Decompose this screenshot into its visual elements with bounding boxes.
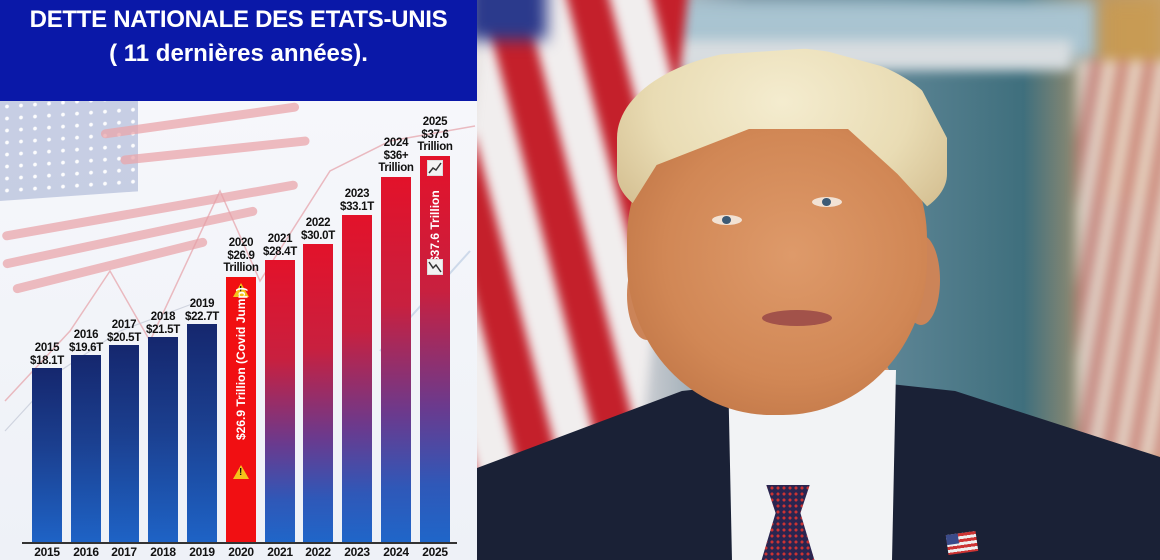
x-axis-line [22,542,457,544]
flag-canton-blur [477,0,547,40]
bar-label-2024: 2024 $36+ Trillion [378,137,414,174]
debt-chart-panel: DETTE NATIONALE DES ETATS-UNIS ( 11 dern… [0,0,477,560]
bar-2016 [71,355,101,543]
portrait-photo [477,0,1160,560]
bar-2019 [187,324,217,543]
bar-label-2019: 2019 $22.7T [184,298,219,323]
bar-label-2016: 2016 $19.6T [68,329,103,354]
eye-left [712,215,742,225]
x-tick-2017: 2017 [111,545,137,559]
bar-label-2023: 2023 $33.1T [339,188,374,213]
bar-label-2015: 2015 $18.1T [29,342,64,367]
bar-label-2022: 2022 $30.0T [300,217,335,242]
bar-label-2025: 2025 $37.6 Trillion [417,116,453,153]
trend-down-icon [427,259,443,275]
x-tick-2016: 2016 [73,545,99,559]
chart-header: DETTE NATIONALE DES ETATS-UNIS ( 11 dern… [0,0,477,101]
x-tick-2025: 2025 [422,545,448,559]
x-tick-2024: 2024 [383,545,409,559]
bar-2021 [265,260,295,543]
bar-label-2018: 2018 $21.5T [145,311,180,336]
x-tick-2020: 2020 [228,545,254,559]
bar-2017 [109,345,139,543]
bar-2018 [148,337,178,543]
eye-right [812,197,842,207]
x-tick-2023: 2023 [344,545,370,559]
bar-label-2017: 2017 $20.5T [106,319,141,344]
bar-2025 [420,156,450,543]
bar-2024 [381,177,411,543]
chart-subtitle: ( 11 dernières années). [109,40,368,67]
bar-2015 [32,368,62,543]
warning-icon: ! [233,465,249,479]
chart-title: DETTE NATIONALE DES ETATS-UNIS [29,6,448,33]
x-tick-2019: 2019 [189,545,215,559]
covid-jump-annotation: $26.9 Trillion (Covid Jump) [234,287,248,440]
bar-label-2021: 2021 $28.4T [262,233,297,258]
trend-up-icon [427,160,443,176]
warning-icon: ! [233,283,249,297]
x-tick-2021: 2021 [267,545,293,559]
bar-2020 [226,277,256,543]
x-tick-2015: 2015 [34,545,60,559]
bar-2023 [342,215,372,543]
x-tick-2018: 2018 [150,545,176,559]
bar-label-2020: 2020 $26.9 Trillion [223,237,259,274]
us-flag-right-icon [1077,60,1160,460]
bar-2022 [303,244,333,543]
total-annotation: $37.6 Trillion [428,190,442,263]
x-tick-2022: 2022 [305,545,331,559]
us-flag-pin-icon [945,531,979,555]
mouth [762,310,832,326]
